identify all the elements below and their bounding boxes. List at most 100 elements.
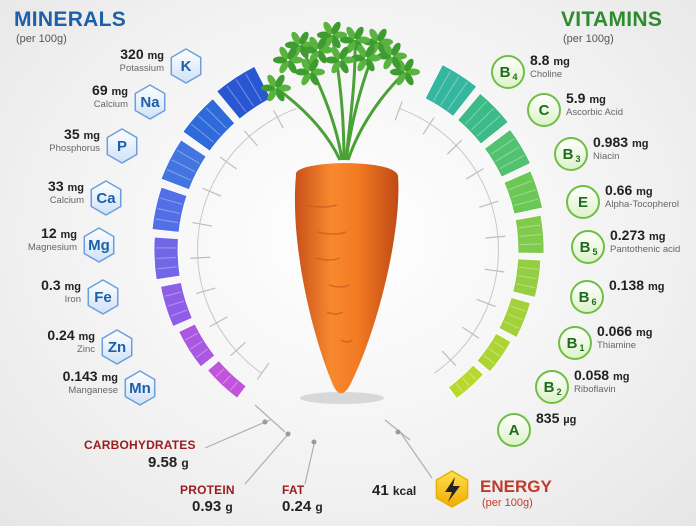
mineral-name: Iron <box>64 294 81 305</box>
mineral-amount-number: 33 <box>48 178 64 194</box>
arc-stripe <box>499 155 525 170</box>
carrot-leaf <box>301 72 311 86</box>
mineral-arc-segment <box>206 360 247 399</box>
vitamin-amount-unit: mg <box>648 231 666 243</box>
carrot-leaf <box>287 46 297 60</box>
vitamin-index: 5 <box>592 247 597 257</box>
arc-stripe <box>462 377 470 387</box>
energy-unit: kcal <box>392 484 417 498</box>
carrot-leaf <box>379 38 393 46</box>
vitamin-arc-segment <box>447 364 485 400</box>
vitamin-arc-segment <box>476 332 512 373</box>
carrot-leaf <box>346 26 356 40</box>
mineral-symbol: K <box>181 58 192 75</box>
vitamin-arc-segment <box>514 214 545 254</box>
carrot-leaf <box>277 84 291 92</box>
arc-stripe <box>519 243 542 246</box>
arc-stripe <box>447 81 468 111</box>
carbohydrates-value: 9.58 g <box>148 454 189 471</box>
mineral-symbol: Mn <box>129 380 151 397</box>
carrot-leaf <box>406 68 420 76</box>
arc-stripe <box>516 283 536 289</box>
vitamin-symbol: B <box>579 289 590 306</box>
vitamin-amount: 0.058 mg <box>574 367 629 383</box>
vitamin-amount-number: 0.983 <box>593 134 629 150</box>
leader-dot <box>262 419 268 425</box>
mineral-name: Calcium <box>49 195 84 206</box>
carrot-leaf <box>339 60 349 74</box>
carrot-ridge <box>316 231 347 235</box>
arc-stripe <box>517 275 537 280</box>
protein-value: 0.93 g <box>192 498 233 515</box>
energy-label: ENERGY <box>480 477 552 496</box>
vitamin-symbol: B <box>563 146 574 163</box>
carrot-leaf <box>340 36 354 44</box>
vitamin-symbol: B <box>500 64 511 81</box>
mineral-amount-unit: mg <box>101 372 119 384</box>
vitamin-index: 3 <box>575 154 580 164</box>
lightning-icon <box>435 470 469 508</box>
mineral-amount: 69 mg <box>92 82 128 98</box>
arc-stripe <box>440 76 460 106</box>
carrot-ridge <box>340 339 353 343</box>
vitamin-arc-segment <box>457 92 509 145</box>
energy-value: 41 kcal <box>372 482 416 499</box>
carrot-leaf <box>396 72 406 86</box>
mineral-amount-unit: mg <box>67 182 85 194</box>
arc-stripe <box>468 372 477 380</box>
tick-mark <box>476 298 496 308</box>
vitamin-index: 4 <box>512 72 517 82</box>
carrot-leaf <box>309 58 319 72</box>
carrot-leaf <box>331 35 341 49</box>
mineral-amount: 0.24 mg <box>47 327 95 343</box>
carrot-leaf <box>319 46 333 54</box>
tick-mark <box>422 117 435 135</box>
vitamin-symbol: B <box>580 239 591 256</box>
carrot-leaf <box>309 36 319 50</box>
arc-stripe <box>222 375 231 384</box>
mineral-amount: 0.143 mg <box>63 368 118 384</box>
carrot-ridge <box>302 204 338 208</box>
arc-stripe <box>157 207 181 214</box>
arc-stripe <box>518 224 541 229</box>
carrot-leaf <box>261 84 275 92</box>
carrot-leaf <box>299 31 309 45</box>
carrot-leaf <box>301 58 311 72</box>
arc-stripe <box>159 197 183 205</box>
carrot-leaf <box>383 42 393 56</box>
vitamin-arc-segment <box>424 64 478 117</box>
carrot-leaf <box>346 40 356 54</box>
carrot-leaf <box>317 50 327 64</box>
carrot-leaf <box>317 31 331 39</box>
mineral-symbol: Fe <box>94 289 112 306</box>
radial-ticks <box>190 101 506 485</box>
vitamin-amount: 0.138 mg <box>609 277 664 293</box>
carrot-leaf <box>279 60 289 74</box>
tick-mark <box>462 326 480 339</box>
carrot-leaf <box>285 41 299 49</box>
protein-label: PROTEIN <box>180 483 235 497</box>
vitamin-amount: 5.9 mg <box>566 90 606 106</box>
vitamin-symbol: E <box>578 194 588 211</box>
mineral-badge-fe: Fe <box>87 279 119 315</box>
carrot-leaf <box>273 56 287 64</box>
carrot-shadow <box>300 392 384 404</box>
carrot-leaf <box>279 46 289 60</box>
vitamin-amount-number: 0.066 <box>597 323 633 339</box>
tick-mark <box>465 168 484 180</box>
mineral-badge-na: Na <box>134 84 166 120</box>
mineral-amount: 35 mg <box>64 126 100 142</box>
mineral-badge-ca: Ca <box>90 180 122 216</box>
carrot-leaf <box>309 50 319 64</box>
vitamin-name: Alpha-Tocopherol <box>605 199 679 210</box>
carrot-leaf <box>317 36 327 50</box>
vitamin-badge-a: A <box>497 413 531 447</box>
carrot-leaf <box>390 68 404 76</box>
arc-stripe <box>198 115 221 136</box>
mineral-symbol: P <box>117 138 127 155</box>
mineral-arc-segment <box>178 323 216 368</box>
